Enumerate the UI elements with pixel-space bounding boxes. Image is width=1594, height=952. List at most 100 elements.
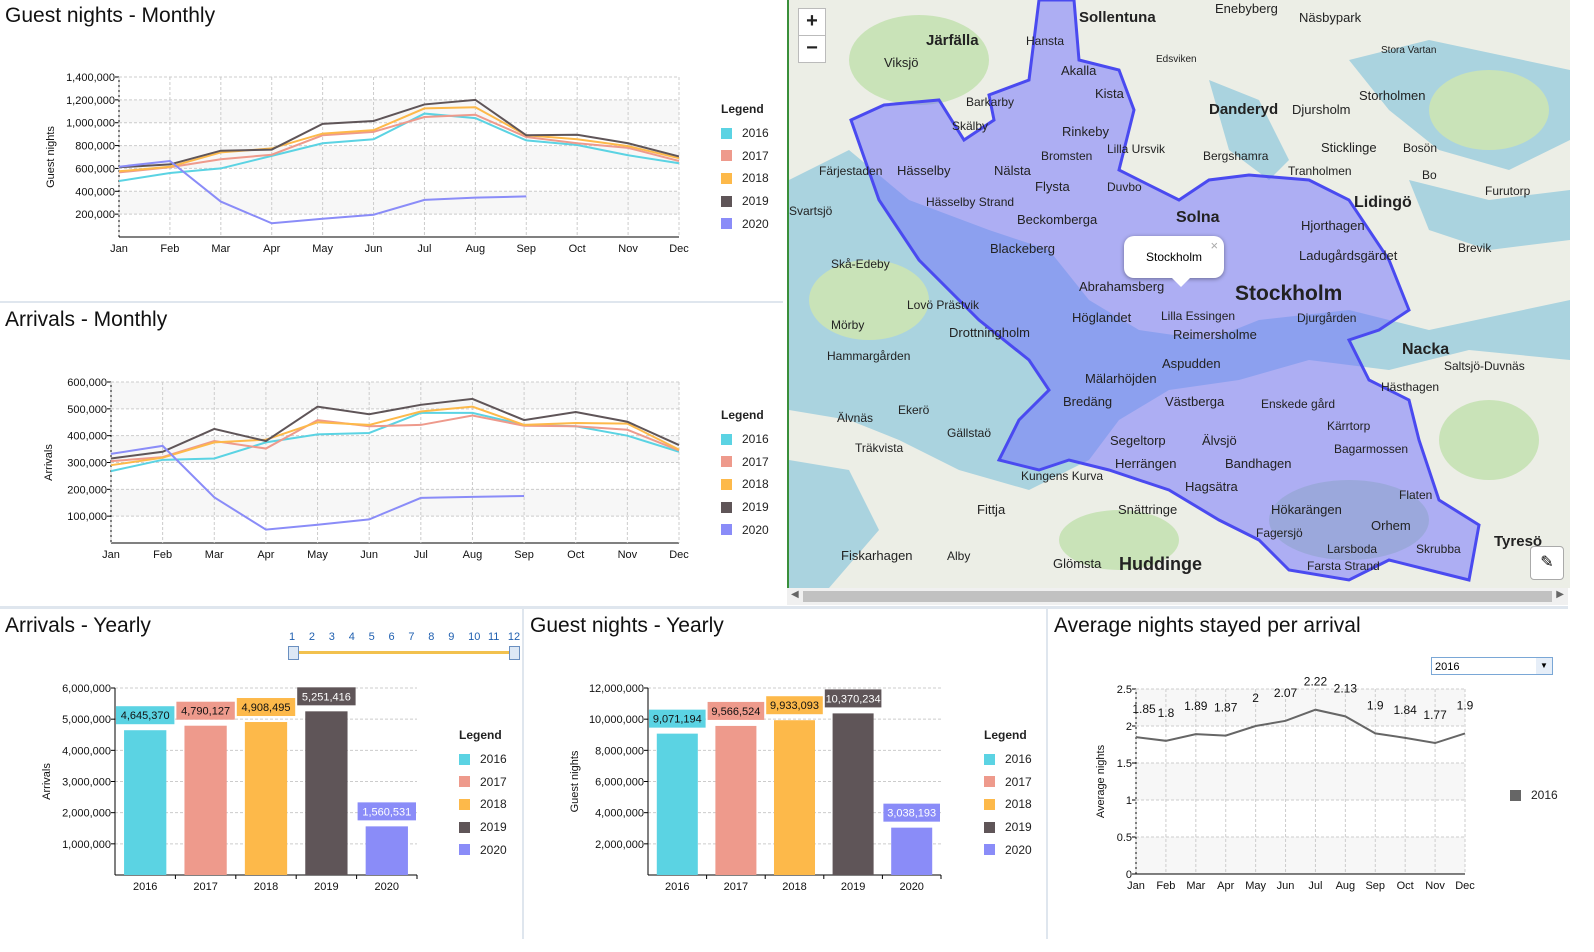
splitter[interactable]: [0, 301, 783, 303]
map-place-label: Färjestaden: [819, 164, 882, 178]
slider-tick-label[interactable]: 4: [348, 631, 355, 643]
chart-gnm: 200,000 400,000 600,000 800,000 1,000,000 1,2…: [45, 72, 689, 255]
legend-swatch: [721, 127, 732, 139]
legend-label: 2016: [742, 126, 769, 141]
legend-title: Legend: [721, 408, 764, 422]
data-label: 9,933,093: [770, 700, 819, 712]
map-place-label: Snättringe: [1118, 502, 1177, 517]
y-tick-label: 200,000: [75, 209, 115, 221]
splitter[interactable]: [522, 609, 524, 939]
map-place-label: Bergshamra: [1203, 149, 1269, 163]
map-place-label: Segeltorp: [1110, 433, 1166, 448]
year-select[interactable]: 2016 ▼: [1431, 657, 1553, 675]
map-place-label: Larsboda: [1327, 542, 1377, 556]
data-label: 1.9: [1457, 698, 1474, 712]
map-place-label: Kista: [1095, 86, 1125, 101]
legend: Legend 2016 2017 2018 2019 2020: [721, 408, 769, 541]
map-place-label: Nacka: [1402, 341, 1449, 358]
map-place-label: Drottningholm: [949, 325, 1030, 340]
legend-label: 2018: [1005, 797, 1032, 812]
grid-band: [111, 382, 679, 409]
map-place-label: Flysta: [1035, 179, 1070, 194]
grid-band: [1136, 837, 1465, 874]
x-tick-label: Nov: [1425, 880, 1445, 892]
slider-tick-label[interactable]: 1: [289, 631, 296, 643]
zoom-in-button[interactable]: +: [798, 8, 826, 36]
map-place-label: Hästhagen: [1381, 380, 1439, 394]
legend: 2016: [1510, 784, 1558, 807]
y-tick-label: 0.5: [1117, 832, 1132, 844]
x-tick-label: Dec: [669, 549, 689, 561]
slider-tick-label[interactable]: 12: [507, 631, 521, 643]
scrollbar-thumb[interactable]: [803, 591, 1552, 602]
map-popup: Stockholm ×: [1124, 236, 1225, 287]
map-place-label: Furutorp: [1485, 184, 1531, 198]
y-tick-label: 2.5: [1117, 684, 1132, 696]
legend-label: 2020: [480, 842, 507, 857]
month-range-slider[interactable]: [293, 651, 513, 654]
grid-band: [111, 489, 679, 517]
map-place-label: Hammargården: [827, 349, 910, 363]
grid-band: [1136, 763, 1465, 800]
measure-tool-button[interactable]: ✎: [1530, 546, 1564, 580]
chevron-down-icon[interactable]: ▼: [1536, 658, 1552, 674]
x-tick-label: Apr: [1217, 880, 1234, 892]
slider-tick-label[interactable]: 3: [328, 631, 335, 643]
map-place-label: Bredäng: [1063, 394, 1112, 409]
slider-tick-label[interactable]: 8: [428, 631, 435, 643]
scroll-right-icon[interactable]: ▶: [1556, 589, 1564, 600]
slider-tick-label[interactable]: 2: [308, 631, 316, 643]
legend-label: 2016: [1005, 752, 1032, 767]
legend-swatch: [721, 456, 732, 468]
legend-item: 2019: [721, 190, 769, 213]
map-canvas[interactable]: Sollentuna Enebyberg Näsbypark Järfälla Viks…: [789, 0, 1570, 588]
panel-title: Arrivals - Monthly: [5, 308, 168, 331]
legend-item: 2016: [984, 748, 1032, 771]
x-tick-label: Jan: [110, 243, 128, 255]
slider-tick-label[interactable]: 7: [408, 631, 415, 643]
slider-handle-start[interactable]: [288, 646, 299, 660]
map-place-label: Mörby: [831, 318, 864, 332]
popup-label: Stockholm: [1146, 250, 1203, 264]
y-tick-label: 1,000,000: [62, 839, 111, 851]
map-place-label: Danderyd: [1209, 101, 1278, 118]
slider-tick-label[interactable]: 11: [488, 631, 500, 643]
map-place-label: Glömsta: [1053, 556, 1102, 571]
x-tick-label: 2019: [314, 881, 338, 893]
bar-2017: [184, 725, 227, 875]
map-place-label: Hökarängen: [1271, 502, 1342, 517]
series-line-2016: [118, 112, 680, 182]
popup-close-icon[interactable]: ×: [1210, 238, 1219, 253]
legend-label: 2018: [742, 171, 769, 186]
data-label: 2.07: [1274, 686, 1298, 700]
scroll-left-icon[interactable]: ◀: [791, 589, 799, 600]
legend-label: 2018: [742, 477, 769, 492]
y-tick-label: 5,000,000: [62, 714, 111, 726]
slider-tick-label[interactable]: 10: [468, 631, 481, 643]
x-tick-label: Nov: [618, 549, 638, 561]
legend-title: Legend: [984, 728, 1027, 742]
map-place-label: Hagsätra: [1185, 479, 1239, 494]
bar-2017: [715, 725, 757, 875]
map[interactable]: Sollentuna Enebyberg Näsbypark Järfälla Viks…: [787, 0, 1570, 588]
map-place-label: Storholmen: [1359, 88, 1425, 103]
data-label: 4,908,495: [242, 702, 291, 714]
map-place-label: Blackeberg: [990, 241, 1055, 256]
y-tick-label: 10,000,000: [589, 714, 644, 726]
splitter[interactable]: [1046, 609, 1048, 939]
data-label-bg: [176, 701, 235, 720]
map-horizontal-scrollbar[interactable]: ◀ ▶: [787, 588, 1568, 605]
data-label: 9,566,524: [711, 706, 760, 718]
slider-tick-label[interactable]: 6: [388, 631, 395, 643]
slider-tick-label[interactable]: 9: [448, 631, 455, 643]
legend-item: 2019: [459, 816, 507, 839]
slider-handle-end[interactable]: [509, 646, 520, 660]
splitter[interactable]: [0, 606, 1568, 609]
y-tick-label: 4,000,000: [595, 808, 644, 820]
chart-am: 100,000 200,000 300,000 400,000 500,000 600,0…: [43, 377, 689, 561]
legend-swatch: [721, 524, 732, 536]
zoom-out-button[interactable]: −: [798, 35, 826, 63]
slider-tick-label[interactable]: 5: [368, 631, 375, 643]
y-tick-label: 500,000: [67, 404, 107, 416]
series-line-2019: [118, 98, 680, 169]
